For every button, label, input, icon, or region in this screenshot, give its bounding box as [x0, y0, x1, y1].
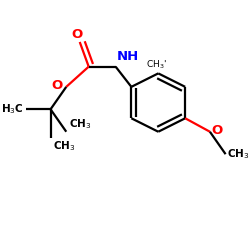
Text: CH$_3$': CH$_3$'	[146, 59, 167, 71]
Text: CH$_3$: CH$_3$	[68, 117, 91, 130]
Text: CH$_3$: CH$_3$	[227, 147, 249, 161]
Text: O: O	[211, 124, 222, 137]
Text: NH: NH	[117, 50, 139, 63]
Text: O: O	[72, 28, 83, 41]
Text: O: O	[52, 79, 63, 92]
Text: H$_3$C: H$_3$C	[1, 102, 24, 116]
Text: CH$_3$: CH$_3$	[53, 140, 75, 153]
